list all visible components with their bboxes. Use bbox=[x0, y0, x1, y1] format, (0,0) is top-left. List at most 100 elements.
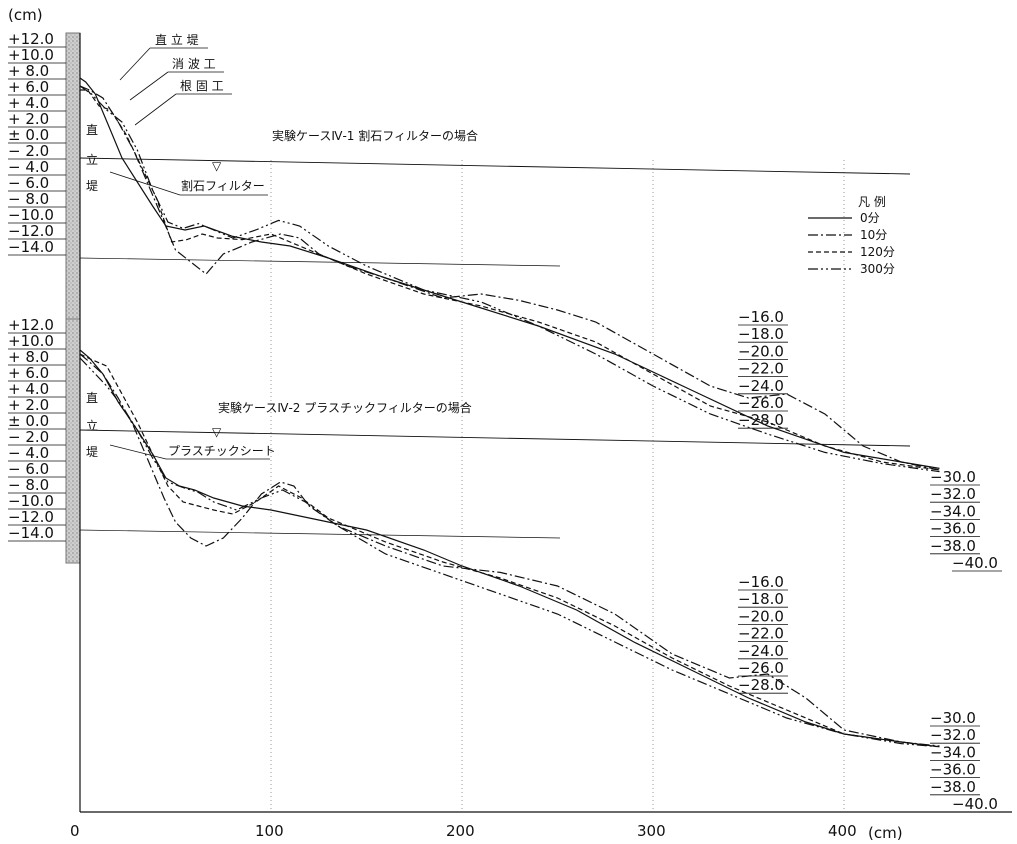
depth-tick-label: −18.0 bbox=[738, 325, 784, 343]
depth-tick-label: −36.0 bbox=[930, 761, 976, 779]
legend-item-label: 0分 bbox=[860, 211, 880, 225]
depth-tick-label: −16.0 bbox=[738, 573, 784, 591]
still-water-line bbox=[79, 157, 911, 175]
wall-label-bot-2: 立 bbox=[86, 418, 98, 433]
depth-tick-label: −28.0 bbox=[738, 676, 784, 694]
depth-tick-label: −16.0 bbox=[738, 308, 784, 326]
depth-tick-label: −40.0 bbox=[952, 795, 998, 813]
depth-tick-label: −32.0 bbox=[930, 485, 976, 503]
y-tick-label: + 2.0 bbox=[8, 396, 49, 414]
x-tick-label: 200 bbox=[446, 822, 475, 840]
y-tick-label: −10.0 bbox=[8, 492, 54, 510]
legend-item-label: 300分 bbox=[860, 262, 895, 276]
y-tick-label: −12.0 bbox=[8, 222, 54, 240]
y-tick-label: + 2.0 bbox=[8, 110, 49, 128]
x-unit-label: (cm) bbox=[868, 824, 903, 842]
depth-tick-label: −38.0 bbox=[930, 778, 976, 796]
depth-tick-label: −30.0 bbox=[930, 709, 976, 727]
series-line-2 bbox=[80, 89, 940, 471]
depth-tick-label: −38.0 bbox=[930, 537, 976, 555]
y-tick-label: − 6.0 bbox=[8, 174, 49, 192]
y-tick-label: −10.0 bbox=[8, 206, 54, 224]
wall-label-bot-1: 直 bbox=[86, 391, 98, 405]
series-line-3 bbox=[79, 357, 940, 748]
depth-tick-label: −20.0 bbox=[738, 607, 784, 625]
water-level-marker-bottom: ▽ bbox=[212, 425, 222, 439]
y-tick-label: + 4.0 bbox=[8, 380, 49, 398]
depth-tick-label: −34.0 bbox=[930, 743, 976, 761]
depth-tick-label: −20.0 bbox=[738, 342, 784, 360]
y-tick-label: −14.0 bbox=[8, 238, 54, 256]
x-tick-label: 400 bbox=[828, 822, 857, 840]
x-tick-label: 300 bbox=[637, 822, 666, 840]
series-group-bottom bbox=[79, 349, 940, 748]
y-tick-label: +12.0 bbox=[8, 316, 54, 334]
wall-label-top-2: 立 bbox=[86, 152, 98, 167]
wall-column-top bbox=[65, 32, 81, 320]
depth-tick-label: −26.0 bbox=[738, 394, 784, 412]
y-tick-label: + 6.0 bbox=[8, 364, 49, 382]
label-rubble-filter: 割石フィルター bbox=[181, 178, 265, 193]
y-tick-label: +12.0 bbox=[8, 30, 54, 48]
title-bottom: 実験ケースⅣ-2 プラスチックフィルターの場合 bbox=[218, 400, 472, 415]
y-unit-label: (cm) bbox=[8, 6, 43, 24]
y-tick-label: −12.0 bbox=[8, 508, 54, 526]
depth-tick-label: −22.0 bbox=[738, 360, 784, 378]
depth-tick-label: −32.0 bbox=[930, 726, 976, 744]
wall-column-bottom bbox=[65, 318, 81, 564]
water-level-marker-top: ▽ bbox=[212, 159, 222, 173]
legend: 凡 例 0分 10分 120分 300分 bbox=[808, 195, 895, 276]
series-line-0 bbox=[79, 77, 940, 469]
y-tick-label: − 8.0 bbox=[8, 190, 49, 208]
series-line-2 bbox=[79, 353, 940, 748]
series-group-top bbox=[79, 77, 940, 473]
y-ticks-bottom: +12.0+10.0+ 8.0+ 6.0+ 4.0+ 2.0± 0.0− 2.0… bbox=[8, 316, 66, 542]
legend-item-label: 120分 bbox=[860, 245, 895, 259]
y-tick-label: − 6.0 bbox=[8, 460, 49, 478]
y-tick-label: − 4.0 bbox=[8, 444, 49, 462]
y-tick-label: − 2.0 bbox=[8, 142, 49, 160]
legend-item-label: 10分 bbox=[860, 228, 887, 242]
x-tick-label: 100 bbox=[255, 822, 284, 840]
reference-line bbox=[79, 257, 561, 267]
right-depth-ticks: −16.0−18.0−20.0−22.0−24.0−26.0−28.0−30.0… bbox=[738, 308, 1002, 813]
wall-label-top-3: 堤 bbox=[86, 179, 98, 193]
y-tick-label: − 8.0 bbox=[8, 476, 49, 494]
label-foot-protection: 根 固 工 bbox=[180, 79, 224, 93]
y-ticks-top: +12.0+10.0+ 8.0+ 6.0+ 4.0+ 2.0± 0.0− 2.0… bbox=[8, 30, 66, 256]
y-tick-label: + 8.0 bbox=[8, 62, 49, 80]
still-water-line bbox=[79, 429, 911, 447]
depth-tick-label: −22.0 bbox=[738, 625, 784, 643]
y-tick-label: + 8.0 bbox=[8, 348, 49, 366]
series-line-1 bbox=[79, 85, 940, 471]
depth-tick-label: −34.0 bbox=[930, 502, 976, 520]
label-plastic-sheet: プラスチックシート bbox=[168, 444, 276, 458]
wall-label-bot-3: 堤 bbox=[86, 445, 98, 459]
label-wave-dissipator: 消 波 工 bbox=[172, 57, 216, 71]
reference-lines bbox=[79, 157, 911, 539]
y-tick-label: −14.0 bbox=[8, 524, 54, 542]
y-tick-label: +10.0 bbox=[8, 46, 54, 64]
y-tick-label: − 2.0 bbox=[8, 428, 49, 446]
vertical-grid bbox=[270, 160, 845, 812]
legend-title: 凡 例 bbox=[858, 195, 886, 209]
wall-label-top-1: 直 bbox=[86, 123, 98, 137]
y-tick-label: + 6.0 bbox=[8, 78, 49, 96]
x-ticks: 0 100 200 300 400 bbox=[70, 822, 857, 840]
depth-tick-label: −40.0 bbox=[952, 554, 998, 572]
depth-tick-label: −28.0 bbox=[738, 411, 784, 429]
depth-tick-label: −26.0 bbox=[738, 659, 784, 677]
y-tick-label: + 4.0 bbox=[8, 94, 49, 112]
y-tick-label: − 4.0 bbox=[8, 158, 49, 176]
series-line-0 bbox=[79, 349, 940, 748]
depth-tick-label: −30.0 bbox=[930, 468, 976, 486]
y-tick-label: ± 0.0 bbox=[8, 126, 49, 144]
depth-tick-label: −36.0 bbox=[930, 520, 976, 538]
label-wall: 直 立 堤 bbox=[155, 32, 199, 47]
depth-tick-label: −24.0 bbox=[738, 377, 784, 395]
series-line-3 bbox=[79, 85, 940, 473]
title-top: 実験ケースⅣ-1 割石フィルターの場合 bbox=[272, 128, 478, 143]
depth-tick-label: −18.0 bbox=[738, 590, 784, 608]
y-tick-label: ± 0.0 bbox=[8, 412, 49, 430]
